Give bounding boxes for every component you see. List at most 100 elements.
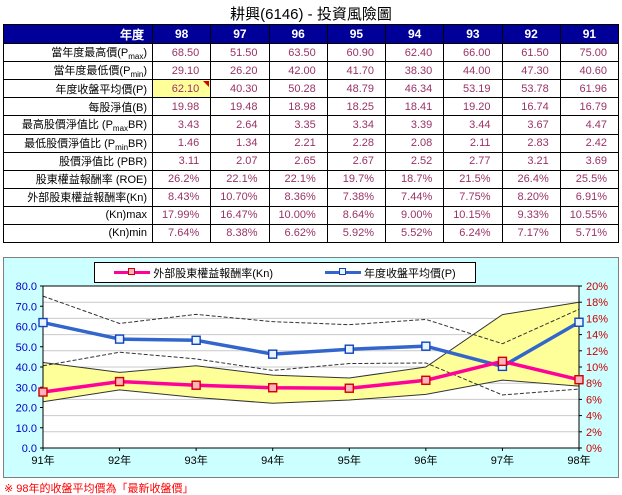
table-cell: 42.00 (268, 61, 328, 81)
table-cell: 2.65 (268, 151, 328, 171)
table-cell: 10.00% (268, 205, 328, 225)
left-axis-label: 50.0 (16, 342, 37, 354)
table-cell: 21.5% (443, 169, 503, 189)
table-cell: 3.69 (559, 151, 620, 171)
row-label: 當年度最高價(Pmax) (3, 42, 153, 63)
chart-plot-area: 0.0 10.0 20.0 30.0 40.0 50.0 60.0 70.0 80.0 0% 2% 4… (16, 281, 609, 467)
p-series-marker (421, 341, 431, 351)
p-line-swatch-icon (325, 268, 362, 275)
kn-series-line (42, 359, 580, 394)
table-cell: 7.17% (501, 223, 561, 243)
x-axis-label: 91年 (31, 453, 54, 467)
table-cell: 3.34 (326, 115, 387, 135)
table-cell: 53.19 (443, 79, 503, 99)
table-cell: 5.71% (559, 223, 620, 243)
table-row: (Kn)max 17.99% 16.47% 10.00% 8.64% 9.00% 10.15… (3, 205, 620, 225)
footnote: ※ 98年的收盤平均價為「最新收盤價」 (4, 483, 194, 495)
table-cell: 2.77 (443, 151, 503, 171)
table-cell: 53.78 (501, 79, 561, 99)
right-axis-label: 0% (586, 443, 602, 455)
table-cell: 6.24% (443, 223, 503, 243)
table-row: 外部股東權益報酬率(Kn) 8.43% 10.70% 8.36% 7.38% 7.44% 7… (3, 187, 620, 207)
left-axis-label: 10.0 (16, 423, 37, 435)
x-axis-label: 93年 (185, 453, 208, 467)
table-cell: 68.50 (151, 42, 212, 63)
table-cell: 2.67 (326, 151, 387, 171)
table-row: 股價淨值比 (PBR) 3.11 2.07 2.65 2.67 2.52 2.77 3.21 3… (3, 151, 620, 171)
table-cell: 25.5% (559, 169, 620, 189)
table-cell: 16.74 (501, 97, 561, 117)
right-axis-label: 20% (586, 281, 608, 293)
kn-series-marker (191, 380, 201, 390)
year-column-header: 97 (210, 24, 270, 44)
table-cell: 2.64 (210, 115, 270, 135)
table-cell: 9.33% (501, 205, 561, 225)
x-axis-label: 92年 (108, 453, 131, 467)
table-cell: 60.90 (326, 42, 387, 63)
table-cell: 10.15% (443, 205, 503, 225)
row-label: 年度收盤平均價(P) (3, 79, 153, 99)
table-row: 股東權益報酬率 (ROE) 26.2% 22.1% 22.1% 19.7% 18.7% 21… (3, 169, 620, 189)
table-cell: 17.99% (151, 205, 212, 225)
table-cell: 18.41 (384, 97, 445, 117)
table-cell: 16.47% (210, 205, 270, 225)
table-cell: 6.62% (268, 223, 328, 243)
table-cell: 41.70 (326, 61, 387, 81)
table-cell: 61.50 (501, 42, 561, 63)
table-cell: 46.34 (384, 79, 445, 99)
kn-series-marker (574, 375, 584, 385)
table-row: 當年度最低價(Pmin) 29.10 26.20 42.00 41.70 38.30 44.… (3, 61, 620, 81)
table-cell: 9.00% (384, 205, 445, 225)
year-column-header: 91 (559, 24, 620, 44)
left-axis-label: 60.0 (16, 322, 37, 334)
table-cell: 7.38% (326, 187, 387, 207)
year-column-header: 98 (151, 24, 212, 44)
right-axis-label: 6% (586, 394, 602, 406)
table-cell: 19.7% (326, 169, 387, 189)
p-series-marker (114, 334, 125, 344)
kn-max-line (42, 301, 580, 379)
table-cell: 19.48 (210, 97, 270, 117)
table-cell: 62.40 (384, 42, 445, 63)
table-cell: 7.44% (384, 187, 445, 207)
table-row: (Kn)min 7.64% 8.38% 6.62% 5.92% 5.52% 6.24% 7.1… (3, 223, 620, 243)
right-axis-label: 10% (586, 362, 608, 374)
table-cell: 18.7% (384, 169, 445, 189)
risk-table: 年度 98 97 96 95 94 93 92 91 當年度最高價(Pmax) 68.50 51.5… (3, 24, 620, 243)
pmax-dashed-line (42, 295, 580, 345)
right-axis-label: 4% (586, 411, 602, 423)
table-cell: 22.1% (210, 169, 270, 189)
table-cell: 66.00 (443, 42, 503, 63)
table-cell: 26.2% (151, 169, 212, 189)
table-cell: 40.30 (210, 79, 270, 99)
p-series-marker (191, 335, 201, 345)
table-cell: 63.50 (268, 42, 328, 63)
row-label: 每股淨值(B) (3, 97, 153, 117)
right-axis-label: 18% (586, 297, 608, 309)
table-cell: 29.10 (151, 61, 212, 81)
table-cell: 1.34 (210, 133, 270, 153)
year-column-header: 95 (326, 24, 387, 44)
year-column-header: 92 (501, 24, 561, 44)
table-cell: 2.11 (443, 133, 503, 153)
table-cell: 18.98 (268, 97, 328, 117)
table-cell: 2.08 (384, 133, 445, 153)
table-cell: 44.00 (443, 61, 503, 81)
left-axis-label: 40.0 (16, 362, 37, 374)
kn-series-marker (268, 383, 278, 393)
table-cell: 8.20% (501, 187, 561, 207)
table-cell: 2.21 (268, 133, 328, 153)
right-axis-label: 2% (586, 427, 602, 439)
row-label: 股價淨值比 (PBR) (3, 151, 153, 171)
table-cell: 3.67 (501, 115, 561, 135)
table-cell: 3.39 (384, 115, 445, 135)
right-axis-label: 12% (586, 346, 608, 358)
table-cell: 5.92% (326, 223, 387, 243)
table-cell: 10.70% (210, 187, 270, 207)
table-cell: 7.75% (443, 187, 503, 207)
kn-series-marker (114, 376, 125, 387)
table-cell: 3.43 (151, 115, 212, 135)
table-cell: 2.28 (326, 133, 387, 153)
row-label: 當年度最低價(Pmin) (3, 61, 153, 81)
table-cell: 18.25 (326, 97, 387, 117)
